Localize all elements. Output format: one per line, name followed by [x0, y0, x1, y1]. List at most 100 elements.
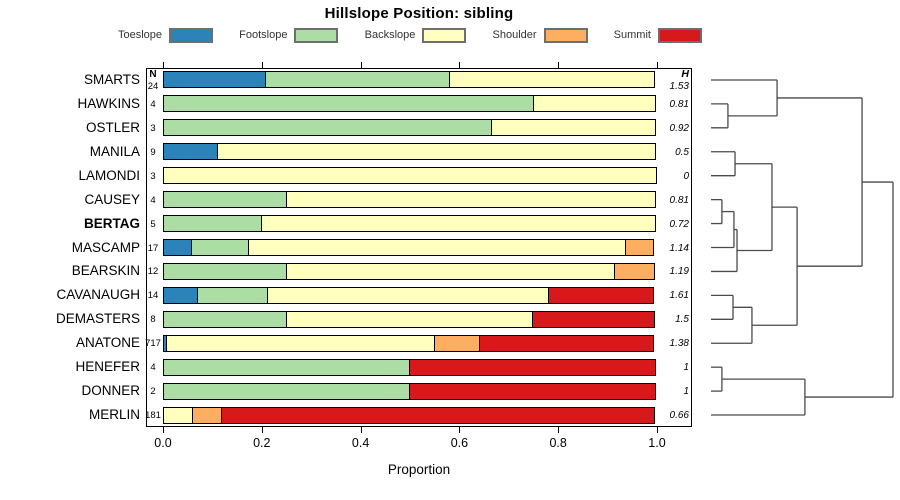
bar-segment-backslope: [286, 262, 615, 280]
bar-segment-shoulder: [192, 406, 222, 424]
legend-item-shoulder: Shoulder: [492, 27, 588, 43]
axis-tick-label: 0.2: [253, 436, 271, 450]
axis-tick-label: 0.0: [154, 436, 172, 450]
legend-label-toeslope: Toeslope: [118, 29, 163, 41]
stacked-bar: [163, 286, 654, 304]
h-value: 0.66: [669, 410, 689, 422]
bar-segment-backslope: [286, 191, 656, 209]
chart-title: Hillslope Position: sibling: [324, 5, 514, 22]
stacked-bar: [163, 215, 656, 233]
bar-segment-summit: [548, 286, 654, 304]
legend-swatch-toeslope: [169, 27, 214, 43]
bar-segment-summit: [409, 382, 656, 400]
series-label: CAUSEY: [84, 191, 140, 207]
stacked-bar: [163, 167, 657, 185]
legend-item-toeslope: Toeslope: [118, 27, 214, 43]
bar-segment-backslope: [163, 167, 657, 185]
legend-label-backslope: Backslope: [364, 29, 416, 41]
stacked-bar: [163, 119, 656, 137]
h-value: 0.72: [669, 218, 689, 230]
series-label: BEARSKIN: [71, 263, 140, 279]
bar-segment-summit: [409, 358, 656, 376]
n-value: 717: [145, 338, 161, 350]
bar-segment-shoulder: [434, 334, 480, 352]
axis-tick-bottom: [261, 427, 263, 433]
legend-label-summit: Summit: [613, 29, 651, 41]
n-value: 5: [150, 218, 156, 230]
series-label: BERTAG: [84, 215, 140, 231]
n-value: 4: [150, 362, 156, 374]
bar-segment-footslope: [163, 310, 287, 328]
series-label: DONNER: [81, 383, 140, 399]
series-label: DEMASTERS: [55, 311, 140, 327]
bar-segment-summit: [479, 334, 654, 352]
bar-segment-backslope: [166, 334, 435, 352]
legend-swatch-shoulder: [543, 27, 588, 43]
legend-swatch-footslope: [294, 27, 339, 43]
series-label: MERLIN: [88, 407, 140, 423]
axis-tick-bottom: [657, 427, 658, 433]
bar-segment-footslope: [163, 382, 410, 400]
n-value: 3: [150, 170, 156, 182]
stacked-bar: [163, 143, 656, 161]
stacked-bar: [163, 95, 656, 113]
series-label: MASCAMP: [71, 239, 140, 255]
h-value: 0.81: [669, 98, 689, 110]
axis-tick-label: 0.6: [450, 436, 469, 450]
axis-tick-top: [360, 62, 362, 68]
legend-label-shoulder: Shoulder: [492, 29, 537, 41]
h-value: 0.92: [669, 122, 689, 134]
n-value: 24: [147, 80, 159, 92]
legend-item-footslope: Footslope: [239, 27, 339, 43]
bar-segment-backslope: [163, 406, 193, 424]
legend-item-backslope: Backslope: [364, 27, 467, 43]
axis-tick-label: 1.0: [648, 436, 666, 450]
axis-tick-top: [459, 62, 461, 68]
stacked-bar: [163, 191, 656, 209]
n-value: 3: [150, 122, 156, 134]
series-label: ANATONE: [75, 335, 140, 351]
series-label: SMARTS: [83, 71, 140, 87]
series-label: HAWKINS: [77, 95, 140, 111]
stacked-bar: [163, 406, 655, 424]
bar-segment-toeslope: [163, 286, 198, 304]
axis-tick-bottom: [459, 427, 461, 433]
x-axis-title: Proportion: [387, 462, 451, 477]
bar-segment-backslope: [267, 286, 549, 304]
h-value: 1: [683, 386, 689, 398]
bar-segment-summit: [221, 406, 655, 424]
bar-segment-backslope: [491, 119, 656, 137]
h-value: 1.19: [669, 266, 689, 278]
bar-segment-toeslope: [163, 143, 218, 161]
h-value: 1.5: [675, 314, 689, 326]
h-value: 1.38: [669, 338, 689, 350]
bar-segment-shoulder: [625, 239, 654, 256]
bar-segment-footslope: [197, 286, 268, 304]
bar-segment-footslope: [163, 262, 287, 280]
stacked-bar: [163, 382, 656, 400]
axis-tick-bottom: [360, 427, 362, 433]
legend-swatch-backslope: [422, 27, 467, 43]
stacked-bar: [163, 71, 655, 89]
h-value: 1.14: [669, 242, 689, 254]
series-label: CAVANAUGH: [56, 287, 140, 303]
h-column-header: H: [681, 68, 689, 80]
bar-segment-backslope: [248, 239, 626, 256]
stacked-bar: [163, 239, 654, 256]
bar-segment-summit: [532, 310, 655, 328]
h-value: 0.81: [669, 194, 689, 206]
stacked-bar: [163, 334, 654, 352]
n-value: 181: [145, 410, 161, 422]
bar-segment-toeslope: [163, 71, 266, 89]
axis-tick-label: 0.4: [351, 436, 370, 450]
h-value: 0.5: [675, 146, 689, 158]
legend-label-footslope: Footslope: [239, 29, 288, 41]
axis-tick-label: 0.8: [549, 436, 567, 450]
axis-tick-top: [558, 62, 560, 68]
axis-tick-bottom: [558, 427, 560, 433]
h-value: 1.61: [669, 290, 689, 302]
axis-tick-top: [163, 62, 164, 68]
legend-swatch-summit: [657, 27, 702, 43]
n-value: 14: [147, 290, 159, 302]
